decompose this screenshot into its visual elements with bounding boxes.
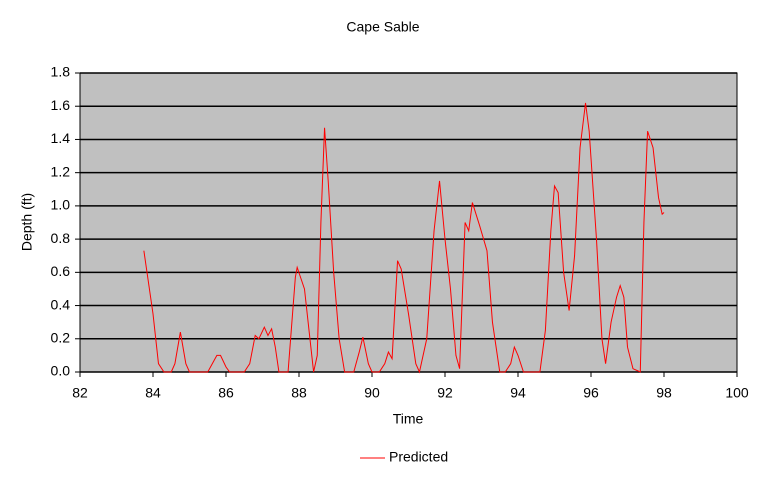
y-tick-label: 1.6 (51, 97, 71, 113)
plot-border (79, 72, 738, 373)
y-tick-label: 1.0 (51, 197, 71, 213)
y-tick-label: 0.4 (51, 296, 71, 312)
x-tick-label: 96 (583, 385, 599, 401)
y-tick-label: 0.8 (51, 230, 71, 246)
data-line (143, 102, 665, 374)
y-tick-label: 1.4 (51, 130, 71, 146)
x-tick-label: 86 (218, 385, 234, 401)
x-tick-label: 82 (72, 385, 88, 401)
y-tick-label: 1.8 (51, 64, 71, 80)
x-tick-label: 90 (364, 385, 380, 401)
x-axis-title: Time (393, 411, 424, 427)
y-tick-label: 1.2 (51, 163, 71, 179)
x-tick-label: 98 (656, 385, 672, 401)
plot-area (80, 73, 737, 372)
x-tick-label: 94 (510, 385, 526, 401)
y-tick-label: 0.0 (51, 363, 71, 379)
chart-title: Cape Sable (346, 19, 419, 35)
x-tick-label: 100 (725, 385, 749, 401)
x-tick-label: 92 (437, 385, 453, 401)
y-tick-label: 0.2 (51, 329, 71, 345)
x-tick-label: 88 (291, 385, 307, 401)
x-tick-label: 84 (145, 385, 161, 401)
y-axis-title: Depth (ft) (19, 193, 35, 251)
y-tick-label: 0.6 (51, 263, 71, 279)
legend-label: Predicted (389, 449, 448, 465)
